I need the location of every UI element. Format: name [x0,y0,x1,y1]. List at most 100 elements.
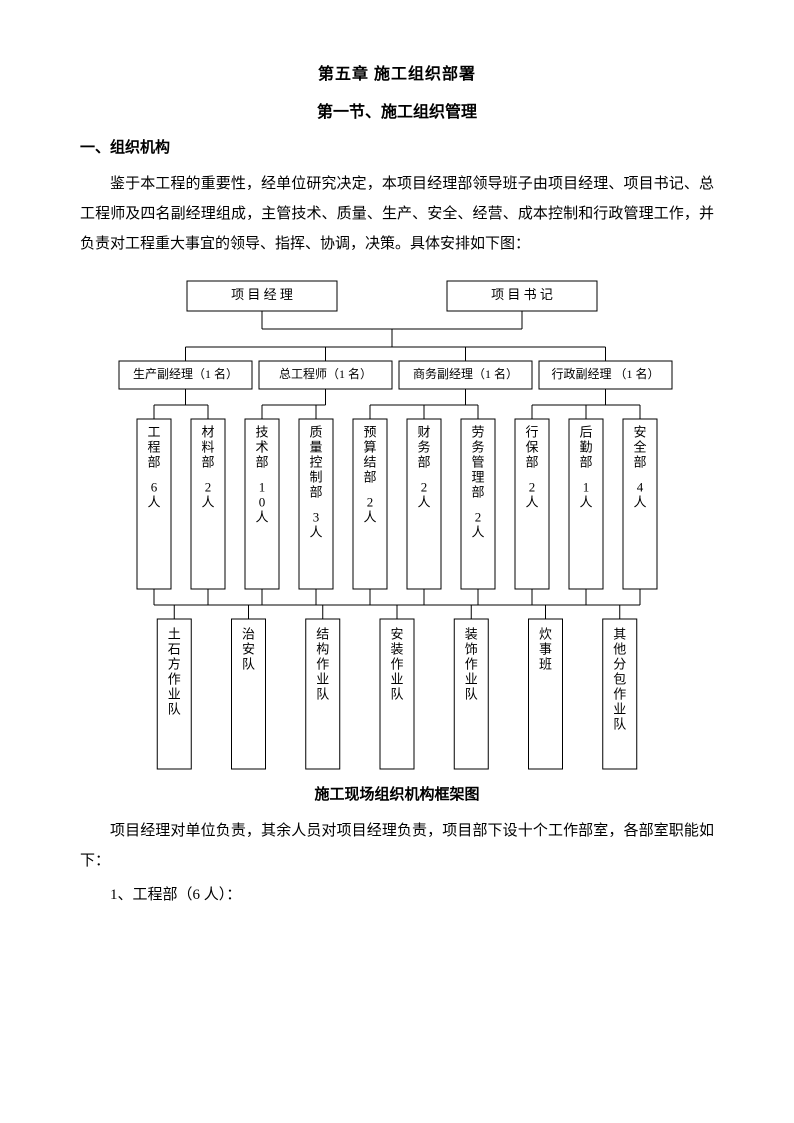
svg-text:全: 全 [633,440,646,455]
svg-text:队: 队 [390,687,403,702]
svg-text:部: 部 [633,455,646,470]
svg-text:人: 人 [525,495,538,510]
svg-text:1: 1 [583,480,590,495]
svg-text:部: 部 [471,485,484,500]
section-title: 第一节、施工组织管理 [80,98,714,122]
svg-text:材: 材 [201,425,214,440]
svg-text:业: 业 [613,702,626,717]
svg-text:管: 管 [471,455,484,470]
svg-text:结: 结 [363,455,376,470]
svg-text:部: 部 [255,455,268,470]
svg-text:算: 算 [363,440,376,455]
subsection-heading: 一、组织机构 [80,136,714,157]
svg-text:控: 控 [309,455,322,470]
svg-text:1: 1 [259,480,266,495]
svg-text:部: 部 [579,455,592,470]
svg-text:部: 部 [363,470,376,485]
svg-text:部: 部 [309,485,322,500]
svg-text:项 目 书 记: 项 目 书 记 [491,287,553,302]
svg-text:务: 务 [471,440,484,455]
svg-text:3: 3 [313,510,320,525]
svg-text:业: 业 [465,672,478,687]
svg-text:技: 技 [255,425,268,440]
svg-text:行政副经理 （1 名）: 行政副经理 （1 名） [551,366,659,381]
svg-text:质: 质 [309,425,322,440]
svg-text:班: 班 [539,657,552,672]
svg-text:石: 石 [168,642,181,657]
svg-text:生产副经理（1 名）: 生产副经理（1 名） [133,366,238,381]
svg-text:人: 人 [255,510,268,525]
svg-text:人: 人 [633,495,646,510]
svg-text:人: 人 [579,495,592,510]
intro-paragraph: 鉴于本工程的重要性，经单位研究决定，本项目经理部领导班子由项目经理、项目书记、总… [80,169,714,259]
svg-text:总工程师（1 名）: 总工程师（1 名） [279,366,372,381]
svg-text:治: 治 [242,627,255,642]
svg-text:方: 方 [168,657,181,672]
svg-text:后: 后 [579,425,592,440]
svg-text:结: 结 [316,627,329,642]
svg-text:队: 队 [316,687,329,702]
svg-text:队: 队 [465,687,478,702]
svg-text:务: 务 [417,440,430,455]
post-chart-paragraph: 项目经理对单位负责，其余人员对项目经理负责，项目部下设十个工作部室，各部室职能如… [80,816,714,876]
svg-text:人: 人 [309,525,322,540]
svg-text:人: 人 [363,510,376,525]
svg-text:料: 料 [201,440,214,455]
svg-text:2: 2 [367,495,374,510]
svg-text:业: 业 [168,687,181,702]
svg-text:2: 2 [529,480,536,495]
svg-text:业: 业 [316,672,329,687]
svg-text:包: 包 [613,672,626,687]
svg-text:饰: 饰 [465,642,478,657]
svg-text:安: 安 [242,642,255,657]
chapter-title: 第五章 施工组织部署 [80,60,714,84]
svg-text:部: 部 [147,455,160,470]
svg-text:作: 作 [465,657,478,672]
svg-text:作: 作 [168,672,181,687]
svg-text:事: 事 [539,642,552,657]
svg-text:制: 制 [309,470,322,485]
svg-text:部: 部 [417,455,430,470]
svg-text:0: 0 [259,495,266,510]
svg-text:劳: 劳 [471,425,484,440]
svg-text:人: 人 [471,525,484,540]
svg-text:土: 土 [168,627,181,642]
svg-text:装: 装 [390,642,403,657]
chart-caption: 施工现场组织机构框架图 [80,783,714,804]
svg-text:工: 工 [147,425,160,440]
svg-text:其: 其 [613,627,626,642]
svg-text:2: 2 [205,480,212,495]
svg-text:业: 业 [390,672,403,687]
svg-text:队: 队 [168,702,181,717]
list-item-1: 1、工程部（6 人）： [80,880,714,910]
svg-text:部: 部 [525,455,538,470]
svg-text:6: 6 [151,480,158,495]
svg-text:程: 程 [147,440,160,455]
svg-text:炊: 炊 [539,627,552,642]
svg-text:安: 安 [390,627,403,642]
svg-text:保: 保 [525,440,538,455]
svg-text:人: 人 [201,495,214,510]
svg-text:2: 2 [421,480,428,495]
svg-text:分: 分 [613,657,626,672]
svg-text:商务副经理（1 名）: 商务副经理（1 名） [413,366,518,381]
svg-text:术: 术 [255,440,268,455]
svg-text:作: 作 [390,657,403,672]
svg-text:他: 他 [613,642,626,657]
svg-text:项 目 经 理: 项 目 经 理 [231,287,293,302]
svg-text:作: 作 [316,657,329,672]
svg-text:量: 量 [309,440,322,455]
svg-text:作: 作 [613,687,626,702]
svg-text:安: 安 [633,425,646,440]
svg-text:装: 装 [465,627,478,642]
svg-text:勤: 勤 [579,440,592,455]
svg-text:4: 4 [637,480,644,495]
svg-text:行: 行 [525,425,538,440]
svg-text:理: 理 [471,470,484,485]
svg-text:财: 财 [417,425,430,440]
svg-text:队: 队 [613,717,626,732]
svg-text:预: 预 [363,425,376,440]
org-chart: 项 目 经 理 项 目 书 记生产副经理（1 名） 总工程师（1 名） 商务副经理（1… [117,273,677,773]
svg-text:部: 部 [201,455,214,470]
svg-text:队: 队 [242,657,255,672]
